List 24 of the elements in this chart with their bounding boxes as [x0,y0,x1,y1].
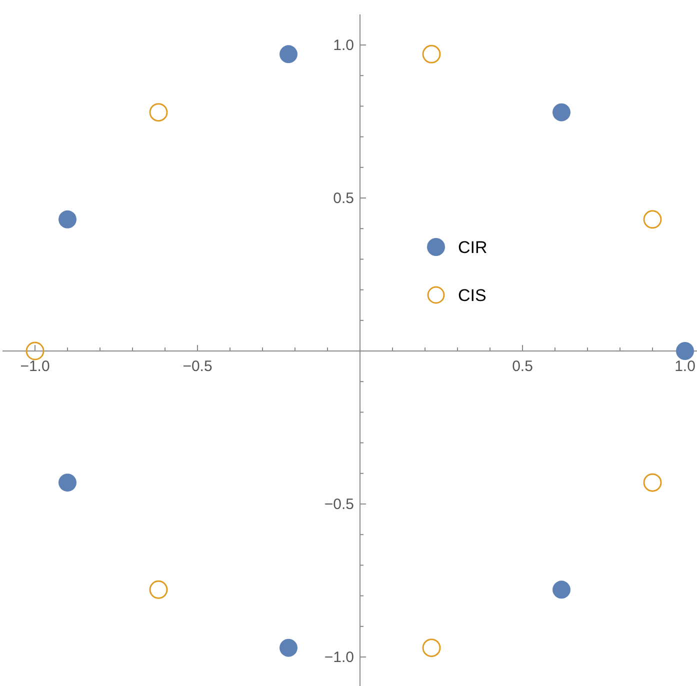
point [643,473,662,492]
y-tick-label: −0.5 [324,496,354,513]
point [149,103,168,122]
legend-label: CIS [458,286,486,305]
point [422,638,441,658]
y-tick-label: 0.5 [333,190,354,207]
point [422,44,441,64]
point [643,210,662,229]
point [149,580,168,599]
point [58,210,76,228]
x-tick-label: 1.0 [674,358,696,375]
point [280,638,298,657]
y-tick-label: 1.0 [333,37,354,54]
point [552,580,570,599]
y-tick-label: −1.0 [324,649,354,666]
x-tick-label: 0.5 [512,358,533,375]
point [26,342,44,360]
x-tick-label: −0.5 [182,358,212,375]
x-tick-label: −1.0 [20,358,50,375]
point [676,342,694,360]
point [58,474,76,492]
point [280,45,298,64]
legend-label: CIR [458,238,488,257]
point [552,103,570,122]
